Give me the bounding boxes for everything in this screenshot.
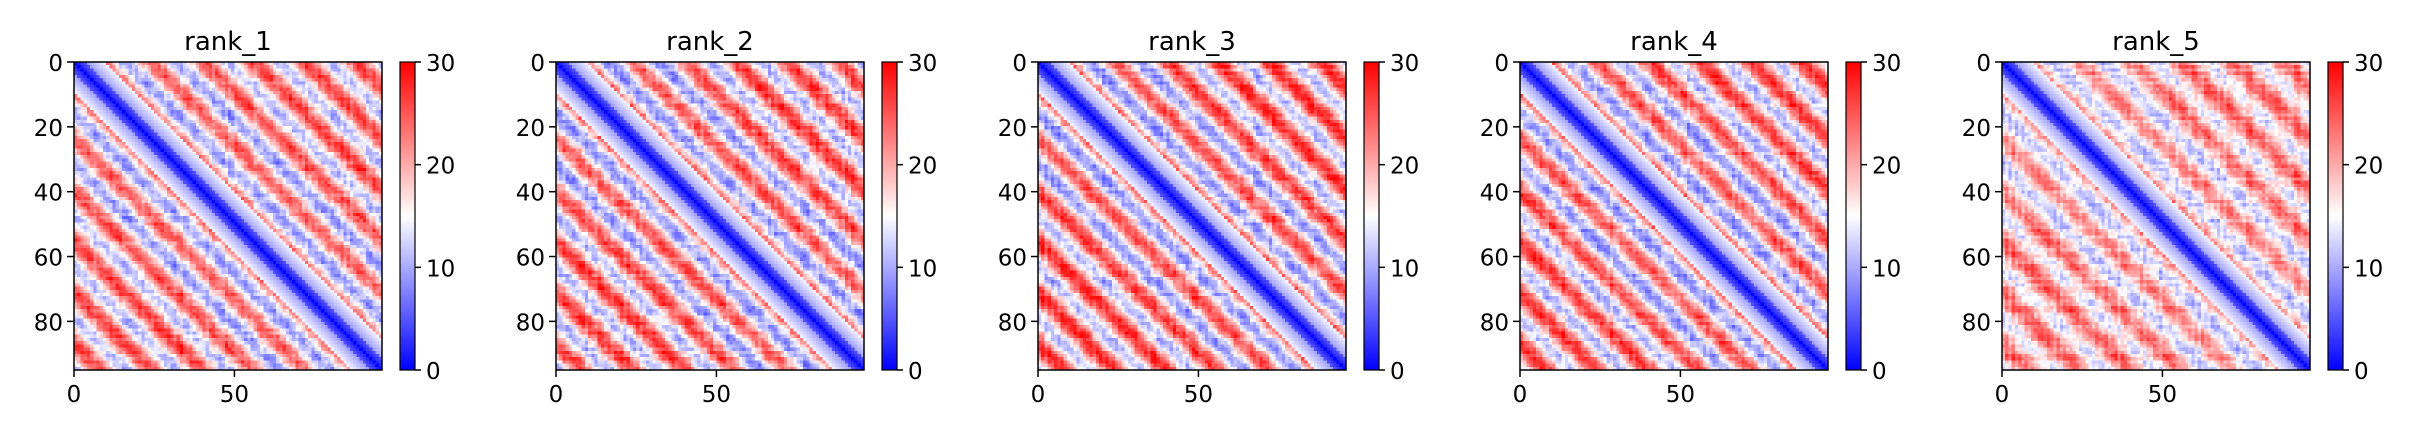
colorbar-gradient [1845,61,1862,371]
y-tick-label: 0 [1012,51,1027,77]
panel-5: rank_5 0 20 40 60 80 0 50 0 10 20 30 [1962,27,2384,408]
y-tick-label: 20 [998,116,1027,142]
colorbar-tick-label: 30 [908,51,937,77]
heatmap-image [74,62,382,370]
y-tick-label: 20 [34,116,63,142]
y-tick-label: 20 [516,116,545,142]
y-tick-label: 40 [1480,181,1509,207]
plot-frame [1519,61,1829,371]
y-tick-label: 20 [1480,116,1509,142]
chart-title: rank_4 [1630,27,1718,57]
y-tick-label: 40 [34,181,63,207]
y-tick-label: 0 [1494,51,1509,77]
panel-2: rank_2 0 20 40 60 80 0 50 0 10 20 30 [516,27,938,408]
chart-title: rank_2 [666,27,754,57]
chart-title: rank_3 [1148,27,1236,57]
colorbar-tick-label: 10 [1872,256,1901,282]
colorbar-tick-label: 30 [1872,51,1901,77]
y-tick-label: 0 [48,51,63,77]
x-tick-label: 50 [1184,382,1213,408]
chart-title: rank_5 [2112,27,2200,57]
colorbar-tick-label: 0 [426,359,441,385]
colorbar: 0 10 20 30 [399,51,455,385]
panel-4: rank_4 0 20 40 60 80 0 50 0 10 20 30 [1480,27,1902,408]
y-tick-label: 40 [998,181,1027,207]
plot-frame [1037,61,1347,371]
y-tick-label: 80 [34,310,63,336]
x-tick-label: 50 [2148,382,2177,408]
colorbar-tick-label: 30 [2354,51,2383,77]
colorbar-tick-label: 0 [1390,359,1405,385]
colorbar-gradient [1363,61,1380,371]
x-tick-label: 50 [1666,382,1695,408]
colorbar-tick-label: 20 [1390,154,1419,180]
y-tick-label: 60 [1962,246,1991,272]
colorbar-tick-label: 20 [426,154,455,180]
colorbar-tick-label: 30 [426,51,455,77]
x-tick-label: 0 [549,382,564,408]
x-tick-label: 0 [67,382,82,408]
heatmap-image [1520,62,1828,370]
y-tick-label: 80 [1962,310,1991,336]
x-tick-label: 50 [220,382,249,408]
y-tick-label: 60 [34,246,63,272]
x-tick-label: 0 [1031,382,1046,408]
x-tick-label: 50 [702,382,731,408]
heatmap-image [2002,62,2310,370]
colorbar-tick-label: 30 [1390,51,1419,77]
colorbar-gradient [2327,61,2344,371]
y-tick-label: 60 [998,246,1027,272]
y-tick-label: 0 [530,51,545,77]
panel-3: rank_3 0 20 40 60 80 0 50 0 10 20 30 [998,27,1420,408]
x-tick-label: 0 [1995,382,2010,408]
colorbar-tick-label: 10 [426,256,455,282]
panel-1: rank_1 0 20 40 60 80 0 50 0 10 20 30 [34,27,456,408]
colorbar-gradient [399,61,416,371]
y-tick-label: 20 [1962,116,1991,142]
colorbar-tick-label: 20 [908,154,937,180]
x-tick-label: 0 [1513,382,1528,408]
y-tick-label: 80 [1480,310,1509,336]
colorbar-tick-label: 0 [2354,359,2369,385]
colorbar-tick-label: 10 [2354,256,2383,282]
colorbar-tick-label: 0 [908,359,923,385]
colorbar: 0 10 20 30 [1845,51,1901,385]
y-tick-label: 80 [516,310,545,336]
colorbar-tick-label: 20 [2354,154,2383,180]
colorbar: 0 10 20 30 [881,51,937,385]
colorbar: 0 10 20 30 [2327,51,2383,385]
colorbar-gradient [881,61,898,371]
plot-frame [555,61,865,371]
colorbar-tick-label: 0 [1872,359,1887,385]
y-tick-label: 60 [1480,246,1509,272]
y-tick-label: 80 [998,310,1027,336]
heatmap-image [1038,62,1346,370]
colorbar: 0 10 20 30 [1363,51,1419,385]
y-tick-label: 60 [516,246,545,272]
colorbar-tick-label: 20 [1872,154,1901,180]
y-tick-label: 40 [516,181,545,207]
chart-title: rank_1 [184,27,272,57]
colorbar-tick-label: 10 [908,256,937,282]
heatmap-image [556,62,864,370]
y-tick-label: 0 [1976,51,1991,77]
colorbar-tick-label: 10 [1390,256,1419,282]
plot-frame [2001,61,2311,371]
y-tick-label: 40 [1962,181,1991,207]
plot-frame [73,61,383,371]
